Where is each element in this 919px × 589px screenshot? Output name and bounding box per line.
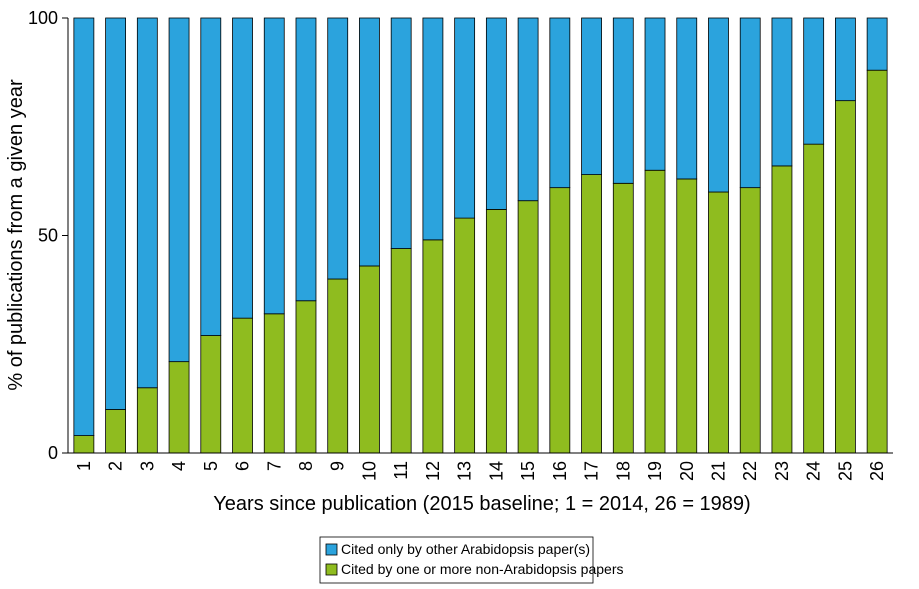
bar-segment [803,17,825,145]
x-tick-label: 25 [835,461,855,481]
x-tick-label: 21 [708,461,728,481]
bar-segment [136,387,158,454]
legend-box [319,536,594,584]
bar-segment [390,248,412,454]
bar-segment [105,409,126,454]
bar-segment [295,300,317,454]
x-tick-label: 6 [233,461,253,471]
bar-segment [200,335,222,454]
x-tick-label: 8 [296,461,316,471]
x-tick-label: 12 [423,461,443,481]
bar-segment [359,265,380,454]
bar-segment [422,239,444,454]
bar-segment [644,169,666,454]
y-tick-label: 100 [28,8,58,28]
bar-segment [232,17,253,319]
x-tick-label: 11 [391,461,411,480]
x-tick-label: 18 [613,461,633,481]
x-tick-label: 7 [264,461,284,471]
bar-segment [581,174,602,454]
bar-segment [708,191,729,454]
bar-segment [517,200,539,454]
bar-segment [835,17,856,102]
bar-segment [359,17,380,267]
x-tick-label: 20 [677,461,697,481]
x-tick-label: 1 [74,461,94,471]
bar-segment [708,17,729,193]
bar-segment [771,17,793,167]
bar-segment [835,100,856,454]
bar-segment [676,17,698,180]
bar-segment [136,17,158,389]
bar-segment [549,17,571,189]
bar-segment [263,313,285,454]
bar-segment [263,17,285,315]
bar-segment [581,17,602,176]
x-tick-label: 13 [455,461,475,481]
bar-segment [390,17,412,249]
bar-segment [866,69,888,454]
bar-segment [454,217,476,454]
bar-segment [232,317,253,454]
bar-segment [866,17,888,71]
bar-segment [73,17,95,437]
x-tick-label: 10 [359,461,379,481]
bar-segment [644,17,666,171]
bar-segment [295,17,317,302]
legend-label: Cited by one or more non-Arabidopsis pap… [341,561,624,577]
bar-segment [168,361,190,454]
bar-segment [105,17,126,410]
bar-segment [485,208,507,454]
x-tick-label: 23 [772,461,792,481]
bar-segment [327,17,349,280]
bar-segment [200,17,222,336]
x-tick-label: 4 [169,461,189,471]
bar-segment [549,187,571,454]
bar-segment [739,187,761,454]
x-tick-label: 19 [645,461,665,481]
x-tick-label: 22 [740,461,760,481]
x-axis-label: Years since publication (2015 baseline; … [213,493,750,515]
y-axis-label: % of publications from a given year [5,79,27,391]
legend-label: Cited only by other Arabidopsis paper(s) [341,541,590,557]
x-tick-label: 16 [550,461,570,481]
x-tick-label: 26 [867,461,887,481]
x-tick-label: 9 [328,461,348,471]
bar-segment [422,17,444,241]
x-tick-label: 2 [106,461,126,471]
legend-swatch [325,563,338,576]
bar-segment [739,17,761,189]
bar-segment [168,17,190,363]
x-tick-label: 15 [518,461,538,481]
bar-segment [454,17,476,219]
x-tick-label: 17 [582,461,602,481]
bar-segment [612,17,634,184]
y-tick-label: 0 [48,443,58,463]
bar-segment [517,17,539,202]
bar-segment [327,278,349,454]
bar-segment [803,143,825,454]
bar-segment [73,435,95,454]
y-tick-label: 50 [38,226,58,246]
x-tick-label: 3 [137,461,157,471]
legend-swatch [325,543,338,556]
x-tick-label: 24 [804,461,824,481]
bar-segment [485,17,507,210]
x-tick-label: 5 [201,461,221,471]
bar-segment [676,178,698,454]
bar-segment [612,182,634,454]
bar-segment [771,165,793,454]
x-tick-label: 14 [486,461,506,481]
